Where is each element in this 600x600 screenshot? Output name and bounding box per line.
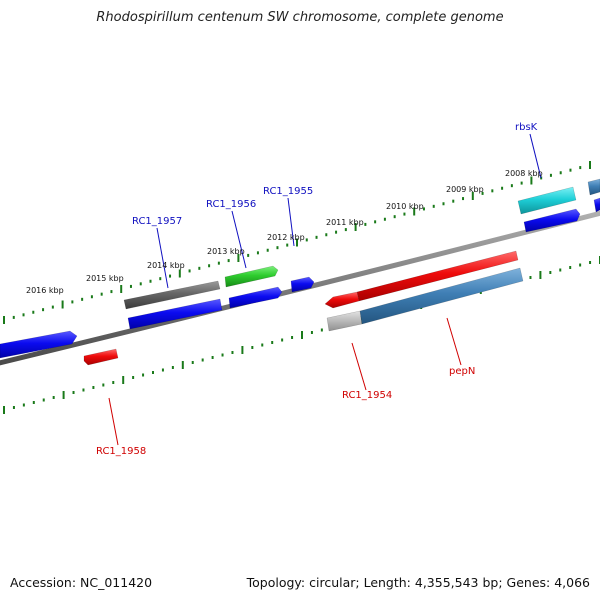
gene-label-rc1-1955[interactable]: RC1_1955 [263,186,313,197]
tick-label-2015: 2015 kbp [86,274,124,283]
pointer-pepn [446,317,462,366]
gene-labels: RC1_1957 RC1_1956 RC1_1955 rbsK RC1_1958… [96,122,538,457]
tick-label-2010: 2010 kbp [386,202,424,211]
gene-gray-1954-lower[interactable] [326,310,363,332]
pointer-rc1-1956 [231,210,247,269]
tick-label-2014: 2014 kbp [147,261,185,270]
topology-text: Topology: circular; Length: 4,355,543 bp… [246,575,590,590]
gene-rc1-1955-blue[interactable] [290,276,315,293]
gene-label-rc1-1957[interactable]: RC1_1957 [132,216,182,227]
accession-text: Accession: NC_011420 [10,575,153,590]
pointer-rc1-1954 [351,342,367,391]
gene-pepn-steel[interactable] [359,267,524,325]
gene-red-small-upper[interactable] [324,291,360,309]
gene-rc1-1958-red[interactable] [83,348,119,366]
tick-label-2008: 2008 kbp [505,169,543,178]
gene-rc1-1957-gray[interactable] [123,280,221,310]
gene-rc1-1956-green[interactable] [224,265,279,288]
gene-blue-far-right[interactable] [593,197,600,213]
gene-rc1-1954-red[interactable] [356,250,519,302]
pointer-rc1-1957 [156,227,169,289]
pointer-rc1-1958 [108,397,119,446]
tick-label-2011: 2011 kbp [326,218,364,227]
gene-blue-1956-lower[interactable] [228,286,283,309]
outer-tick-track [3,161,591,324]
tick-label-2016: 2016 kbp [26,286,64,295]
gene-cyan-rbsk[interactable] [517,186,577,215]
gene-label-rc1-1956[interactable]: RC1_1956 [206,199,256,210]
gene-blue-1957-lower[interactable] [127,298,223,330]
gene-features [0,178,600,366]
gene-blue-left[interactable] [0,330,78,359]
page-title: Rhodospirillum centenum SW chromosome, c… [96,10,504,25]
tick-label-2009: 2009 kbp [446,185,484,194]
tick-labels: 2016 kbp 2015 kbp 2014 kbp 2013 kbp 2012… [26,169,543,295]
tick-label-2013: 2013 kbp [207,247,245,256]
gene-label-pepn[interactable]: pepN [449,366,475,377]
tick-label-2012: 2012 kbp [267,233,305,242]
pointer-rc1-1955 [287,197,295,247]
gene-label-rbsk[interactable]: rbsK [515,122,538,133]
gene-label-rc1-1954[interactable]: RC1_1954 [342,390,392,401]
gene-label-rc1-1958[interactable]: RC1_1958 [96,446,146,457]
gene-blue-right-lower[interactable] [523,208,581,233]
gene-steel-right[interactable] [587,178,600,196]
label-pointers [108,133,542,446]
pointer-rbsk [529,133,542,179]
